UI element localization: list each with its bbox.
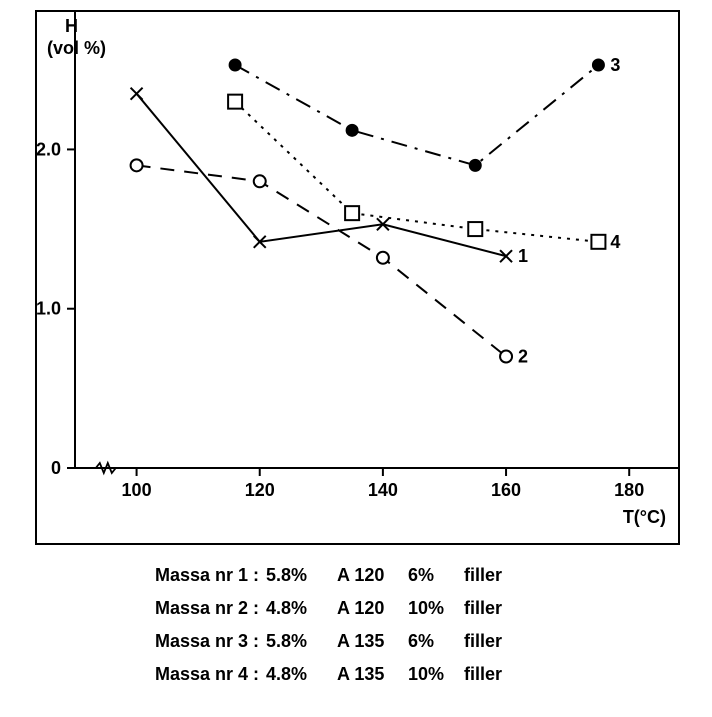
x-tick-label: 140: [368, 480, 398, 500]
marker-filled-circle: [229, 59, 241, 71]
marker-filled-circle: [469, 159, 481, 171]
legend-fpct: 6%: [408, 565, 458, 586]
marker-open-square: [591, 235, 605, 249]
x-tick-label: 120: [245, 480, 275, 500]
series-line-1: [137, 94, 506, 256]
marker-open-circle: [500, 351, 512, 363]
legend-row: Massa nr 1 : 5.8% A 120 6% filler: [155, 565, 502, 586]
legend-pct: 5.8%: [266, 631, 331, 652]
marker-open-square: [345, 206, 359, 220]
marker-open-circle: [131, 159, 143, 171]
marker-open-square: [468, 222, 482, 236]
legend-fpct: 10%: [408, 664, 458, 685]
legend-name: Massa nr 1 :: [155, 565, 260, 586]
legend-name: Massa nr 2 :: [155, 598, 260, 619]
series-end-label-1: 1: [518, 246, 528, 266]
marker-open-circle: [254, 175, 266, 187]
x-tick-label: 160: [491, 480, 521, 500]
y-tick-label: 1.0: [37, 299, 61, 319]
x-tick-label: 180: [614, 480, 644, 500]
legend-fpct: 6%: [408, 631, 458, 652]
legend-name: Massa nr 3 :: [155, 631, 260, 652]
legend-filler: filler: [464, 631, 502, 652]
chart-frame: 0 1.0 2.0 100 120 140 160 180 H(vol %) T(°C) 1 2 3 4: [35, 10, 680, 545]
legend-a: A 120: [337, 598, 402, 619]
series-line-2: [137, 165, 506, 356]
series-line-4: [235, 102, 598, 242]
legend-a: A 135: [337, 664, 402, 685]
legend-table: Massa nr 1 : 5.8% A 120 6% filler Massa …: [155, 565, 502, 697]
y-tick-label: 0: [51, 458, 61, 478]
legend-row: Massa nr 3 : 5.8% A 135 6% filler: [155, 631, 502, 652]
marker-filled-circle: [592, 59, 604, 71]
marker-open-circle: [377, 252, 389, 264]
y-tick-label: 2.0: [37, 139, 61, 159]
legend-pct: 4.8%: [266, 598, 331, 619]
y-axis-unit: (vol %): [47, 38, 106, 58]
x-axis-label: T(°C): [623, 507, 666, 527]
legend-filler: filler: [464, 664, 502, 685]
marker-filled-circle: [346, 124, 358, 136]
marker-open-square: [228, 95, 242, 109]
legend-filler: filler: [464, 598, 502, 619]
legend-row: Massa nr 2 : 4.8% A 120 10% filler: [155, 598, 502, 619]
legend-filler: filler: [464, 565, 502, 586]
series-end-label-3: 3: [610, 55, 620, 75]
series-end-label-4: 4: [610, 232, 620, 252]
legend-a: A 120: [337, 565, 402, 586]
y-axis-label: H: [65, 16, 78, 36]
series-end-label-2: 2: [518, 347, 528, 367]
legend-fpct: 10%: [408, 598, 458, 619]
legend-pct: 4.8%: [266, 664, 331, 685]
legend-name: Massa nr 4 :: [155, 664, 260, 685]
line-chart: 0 1.0 2.0 100 120 140 160 180 H(vol %) T(°C) 1 2 3 4: [37, 12, 678, 543]
x-tick-label: 100: [122, 480, 152, 500]
legend-a: A 135: [337, 631, 402, 652]
legend-row: Massa nr 4 : 4.8% A 135 10% filler: [155, 664, 502, 685]
series-line-3: [235, 65, 598, 165]
legend-pct: 5.8%: [266, 565, 331, 586]
